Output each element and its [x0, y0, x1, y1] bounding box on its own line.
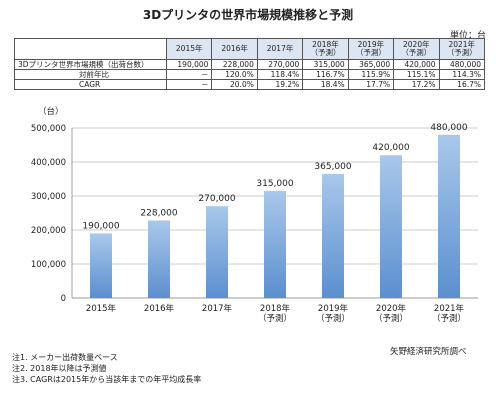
- note-3: 注3. CAGRは2015年から当該年までの年平均成長率: [12, 375, 202, 384]
- x-tick-label: （予測）: [374, 313, 408, 324]
- table-cell: 17.7%: [347, 79, 395, 90]
- table-cell: 115.9%: [347, 69, 395, 80]
- table-header: 2018年 （予測）: [302, 38, 349, 60]
- y-axis-title: （台）: [38, 106, 64, 117]
- data-label: 228,000: [140, 208, 177, 218]
- x-tick-label: 2020年: [376, 303, 407, 314]
- table-cell: 480,000: [438, 59, 486, 70]
- table-cell: 19.2%: [256, 79, 304, 90]
- note-2: 注2. 2018年以降は予測値: [12, 364, 107, 373]
- table-cell: －: [165, 69, 213, 80]
- bar-chart: （台） 0 100,000 200,000 300,000 400,000 500,000 1…: [31, 106, 478, 324]
- data-label: 420,000: [372, 143, 409, 153]
- x-tick-label: 2019年: [318, 303, 349, 314]
- table-corner: [14, 38, 167, 60]
- data-label: 315,000: [256, 179, 293, 189]
- data-label: 270,000: [198, 194, 235, 204]
- notes: 注1. メーカー出荷数量ベース 注2. 2018年以降は予測値 注3. CAGR…: [12, 352, 201, 385]
- table-cell: 120.0%: [211, 69, 258, 80]
- unit-label: 単位：台: [449, 31, 486, 41]
- bar: [380, 155, 402, 298]
- x-tick-label: （予測）: [316, 313, 350, 324]
- chart-title: 3Dプリンタの世界市場規模推移と予測: [142, 8, 354, 22]
- table-header: 2019年 （予測）: [347, 38, 395, 60]
- source-credit: 矢野経済研究所調べ: [390, 347, 467, 357]
- bar: [264, 190, 286, 298]
- table-cell: 17.2%: [393, 79, 440, 90]
- table-header: 2020年 （予測）: [393, 38, 440, 60]
- data-label: 190,000: [82, 221, 119, 231]
- y-tick-label: 500,000: [31, 124, 66, 134]
- x-tick-label: 2021年: [434, 303, 465, 314]
- table-header: 2021年 （予測）: [438, 38, 486, 60]
- data-table: 2015年 2016年 2017年 2018年 （予測） 2019年 （予測） 20…: [14, 38, 486, 90]
- data-label: 480,000: [430, 123, 467, 133]
- table-cell: －: [165, 79, 213, 90]
- table-header-row: 2015年 2016年 2017年 2018年 （予測） 2019年 （予測） 20…: [14, 38, 486, 60]
- table-header: 2017年: [256, 38, 304, 60]
- table-cell: 116.7%: [302, 69, 349, 80]
- table-cell: 315,000: [302, 59, 349, 70]
- x-tick-label: 2017年: [202, 303, 233, 314]
- x-tick-label: 2016年: [144, 303, 175, 314]
- table-cell: 20.0%: [211, 79, 258, 90]
- table-header: 2016年: [211, 38, 258, 60]
- table-cell: 365,000: [347, 59, 395, 70]
- table-cell: 228,000: [211, 59, 258, 70]
- bar: [322, 173, 344, 298]
- x-tick-label: （予測）: [258, 313, 292, 324]
- y-tick-label: 200,000: [31, 226, 66, 236]
- x-tick-label: （予測）: [432, 313, 466, 324]
- bar: [206, 206, 228, 298]
- x-tick-label: 2018年: [260, 303, 291, 314]
- table-row: 対前年比－ 120.0% 118.4% 116.7% 115.9% 115.1% 114.3…: [14, 69, 486, 80]
- y-tick-label: 400,000: [31, 158, 66, 168]
- row-label: 3Dプリンタ世界市場規模（出荷台数）: [14, 59, 167, 70]
- table-cell: 420,000: [393, 59, 440, 70]
- y-tick-label: 0: [61, 294, 66, 304]
- table-cell: 16.7%: [438, 79, 486, 90]
- x-tick-label: 2015年: [86, 303, 117, 314]
- note-1: 注1. メーカー出荷数量ベース: [12, 353, 118, 362]
- row-label: CAGR: [14, 79, 167, 90]
- table-header: 2015年: [165, 38, 213, 60]
- table-cell: 18.4%: [302, 79, 349, 90]
- table-cell: 190,000: [165, 59, 213, 70]
- bar: [90, 233, 112, 298]
- table-row: 3Dプリンタ世界市場規模（出荷台数） 190,000 228,000 270,000 3…: [14, 59, 486, 70]
- row-label: 対前年比: [14, 69, 167, 80]
- table-cell: 118.4%: [256, 69, 304, 80]
- table-cell: 114.3%: [438, 69, 486, 80]
- bar: [148, 220, 170, 298]
- table-cell: 115.1%: [393, 69, 440, 80]
- y-tick-label: 300,000: [31, 192, 66, 202]
- y-tick-label: 100,000: [31, 260, 66, 270]
- bar: [438, 134, 460, 298]
- table-cell: 270,000: [256, 59, 304, 70]
- data-label: 365,000: [314, 162, 351, 172]
- table-row: CAGR － 20.0% 19.2% 18.4% 17.7% 17.2% 16.7%: [14, 79, 486, 90]
